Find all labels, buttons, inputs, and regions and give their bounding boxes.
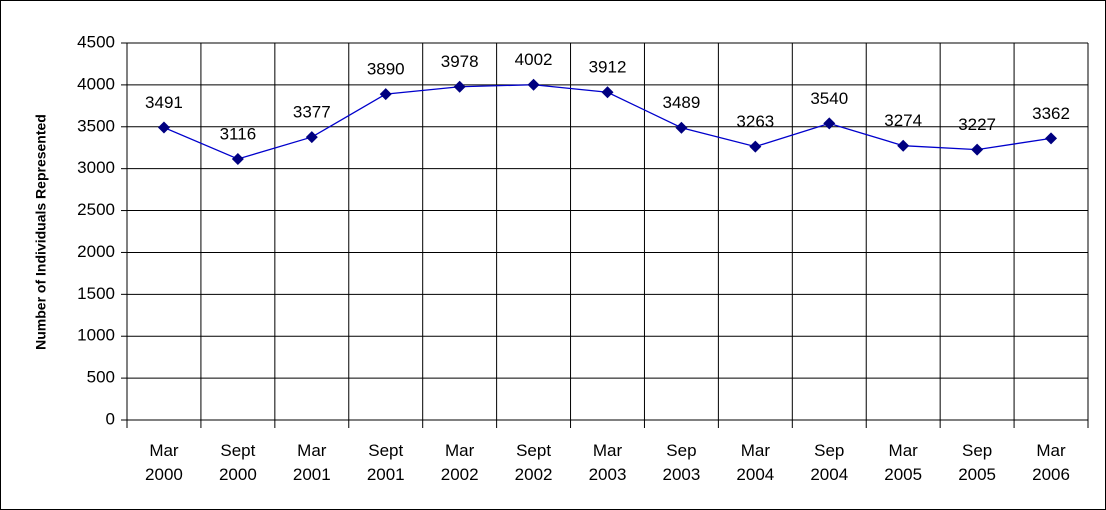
point [157,121,170,134]
x-tick-label: Mar 2003 [589,441,627,484]
y-tick-label: 2000 [77,242,115,261]
point [379,88,392,101]
data-label: 3540 [810,89,848,108]
y-tick-label: 0 [106,409,115,428]
point [231,152,244,165]
y-tick-label: 1500 [77,284,115,303]
point [305,131,318,144]
data-label: 3263 [736,112,774,131]
point [601,86,614,99]
y-tick-label: 3000 [77,158,115,177]
point [749,140,762,153]
point [453,80,466,93]
data-label: 3890 [367,60,405,79]
data-label: 3377 [293,103,331,122]
x-tick-label: Sep 2004 [810,441,848,484]
y-tick-label: 4000 [77,74,115,93]
point [1045,132,1058,145]
x-tick-label: Mar 2005 [884,441,922,484]
data-label: 3912 [589,58,627,77]
data-label: 3227 [958,115,996,134]
data-label: 3491 [145,93,183,112]
point [675,121,688,134]
x-tick-label: Mar 2004 [736,441,774,484]
x-tick-label: Sep 2005 [958,441,996,484]
x-tick-label: Mar 2001 [293,441,331,484]
point [971,143,984,156]
data-label: 3362 [1032,104,1070,123]
data-label: 3274 [884,111,922,130]
data-label: 3978 [441,52,479,71]
data-label: 3489 [663,93,701,112]
y-tick-label: 500 [87,368,115,387]
x-tick-label: Mar 2000 [145,441,183,484]
data-label: 4002 [515,50,553,69]
x-tick-label: Mar 2006 [1032,441,1070,484]
x-tick-label: Sept 2001 [367,441,405,484]
point [823,117,836,130]
y-tick-label: 4500 [77,32,115,51]
x-tick-label: Sept 2000 [219,441,257,484]
point [527,78,540,91]
y-tick-label: 3500 [77,116,115,135]
y-axis-label: Number of Individuals Represented [33,114,49,350]
x-tick-label: Mar 2002 [441,441,479,484]
x-tick-label: Sept 2002 [515,441,553,484]
data-label: 3116 [220,124,257,143]
y-tick-label: 2500 [77,200,115,219]
y-tick-label: 1000 [77,326,115,345]
x-tick-label: Sep 2003 [663,441,701,484]
point [897,139,910,152]
